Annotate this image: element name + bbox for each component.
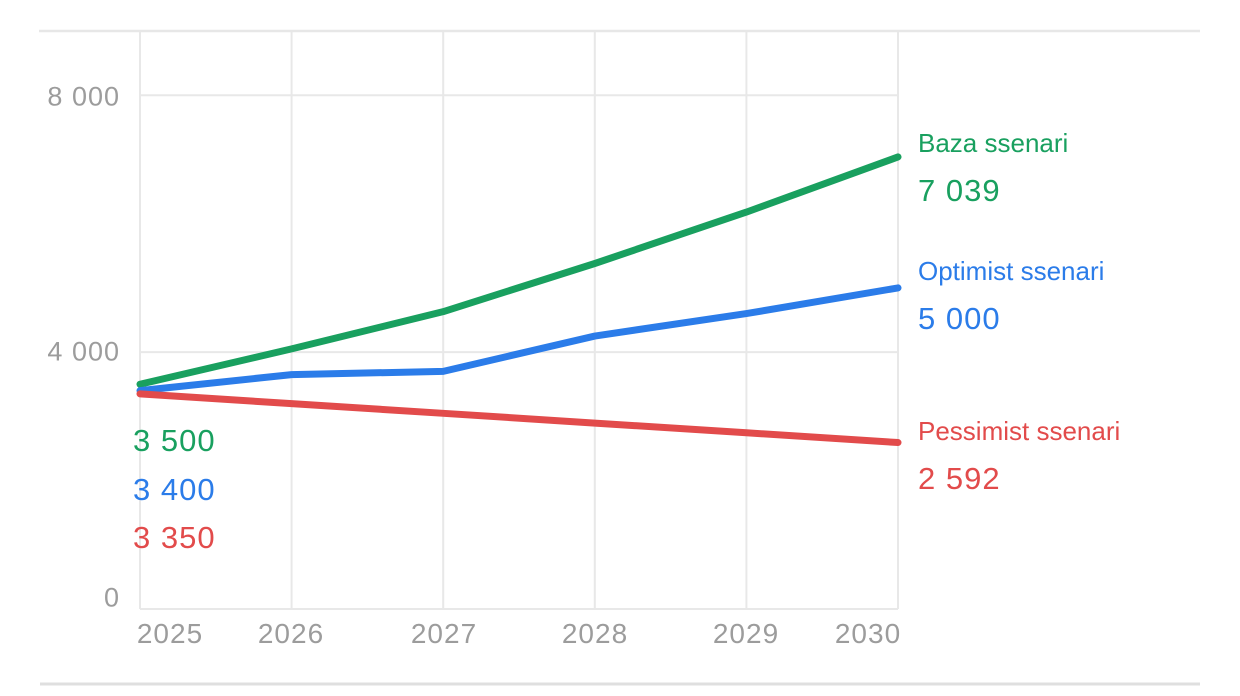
legend-pessimist-end-value: 2 592 [918, 461, 1001, 496]
series-line-optimist-ssenari [136, 284, 902, 395]
x-axis-tick-label-2030: 2030 [834, 618, 902, 649]
legend-baza-name: Baza ssenari [918, 128, 1069, 158]
legend-optimist-name: Optimist ssenari [918, 256, 1105, 286]
series-start-value-baza: 3 500 [133, 423, 216, 458]
x-axis-tick-label-2028: 2028 [561, 618, 629, 649]
y-axis-tick-label-0: 0 [103, 582, 120, 613]
legend-optimist-end-value: 5 000 [918, 301, 1001, 336]
x-axis-tick-label-2027: 2027 [410, 618, 478, 649]
legend-pessimist-ssenari: Pessimist ssenari 2 592 [918, 416, 1120, 497]
x-axis-tick-label-2029: 2029 [712, 618, 780, 649]
legend-pessimist-name: Pessimist ssenari [918, 416, 1121, 446]
series-line-baza-ssenari [136, 153, 902, 388]
legend-baza-ssenari: Baza ssenari 7 039 [918, 128, 1068, 209]
x-axis-tick-label-2026: 2026 [257, 618, 325, 649]
legend-optimist-ssenari: Optimist ssenari 5 000 [918, 256, 1104, 337]
series-start-value-pessimist: 3 350 [133, 520, 216, 555]
series-line-pessimist-ssenari [136, 390, 902, 447]
y-axis-tick-label-8000: 8 000 [47, 81, 120, 112]
legend-baza-end-value: 7 039 [918, 173, 1001, 208]
series-start-value-optimist: 3 400 [133, 472, 216, 507]
x-axis-tick-label-2025: 2025 [136, 618, 204, 649]
y-axis-tick-label-4000: 4 000 [47, 336, 120, 367]
